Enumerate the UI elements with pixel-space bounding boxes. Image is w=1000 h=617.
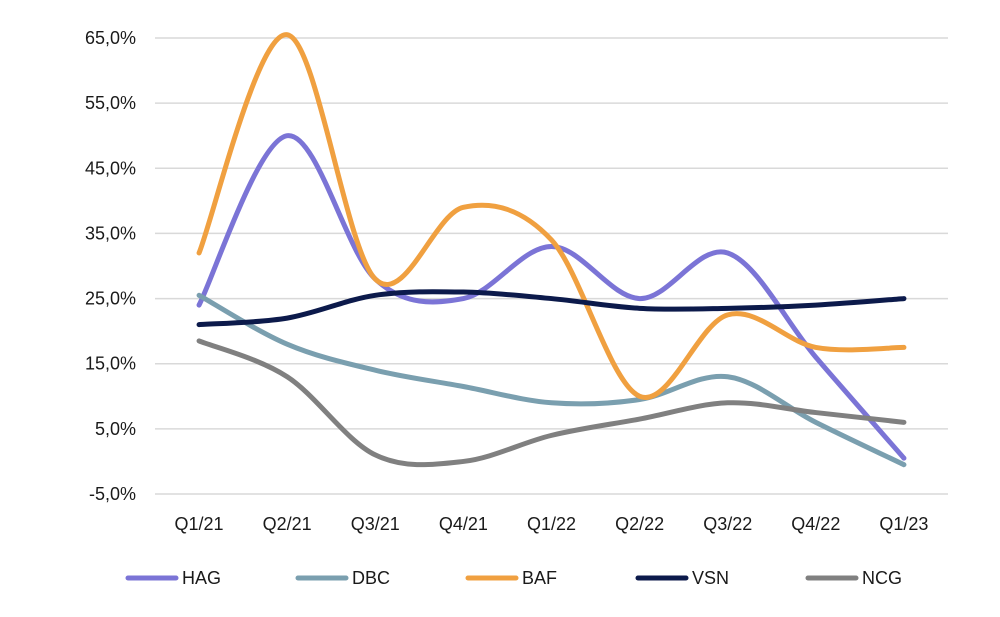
- legend-label-ncg: NCG: [862, 568, 902, 588]
- x-tick-label: Q1/22: [527, 514, 576, 534]
- x-tick-label: Q2/22: [615, 514, 664, 534]
- legend-label-hag: HAG: [182, 568, 221, 588]
- x-tick-label: Q1/21: [175, 514, 224, 534]
- y-axis-ticks: 65,0% 55,0% 45,0% 35,0% 25,0% 15,0% 5,0% -5,0%: [85, 28, 136, 504]
- series-layer: [196, 32, 907, 468]
- series-line-ncg: [196, 338, 907, 468]
- y-tick-label: 25,0%: [85, 289, 136, 309]
- legend-label-baf: BAF: [522, 568, 557, 588]
- grid-layer: [155, 37, 948, 495]
- series-line-vsn: [196, 289, 907, 328]
- x-tick-label: Q2/21: [263, 514, 312, 534]
- y-tick-label: 15,0%: [85, 354, 136, 374]
- legend-label-dbc: DBC: [352, 568, 390, 588]
- y-tick-label: 55,0%: [85, 93, 136, 113]
- y-tick-label: 65,0%: [85, 28, 136, 48]
- x-tick-label: Q4/21: [439, 514, 488, 534]
- y-tick-label: 35,0%: [85, 223, 136, 243]
- y-tick-label: 45,0%: [85, 158, 136, 178]
- legend: HAG DBC BAF VSN NCG: [125, 568, 902, 588]
- x-axis-ticks: Q1/21 Q2/21 Q3/21 Q4/21 Q1/22 Q2/22 Q3/22 Q4/22…: [175, 514, 929, 534]
- x-tick-label: Q3/21: [351, 514, 400, 534]
- legend-label-vsn: VSN: [692, 568, 729, 588]
- x-tick-label: Q4/22: [791, 514, 840, 534]
- x-tick-label: Q3/22: [703, 514, 752, 534]
- series-line-hag: [196, 133, 907, 461]
- series-line-baf: [196, 32, 907, 400]
- y-tick-label: 5,0%: [95, 419, 136, 439]
- y-tick-label: -5,0%: [89, 484, 136, 504]
- series-line-dbc: [196, 292, 907, 468]
- x-tick-label: Q1/23: [879, 514, 928, 534]
